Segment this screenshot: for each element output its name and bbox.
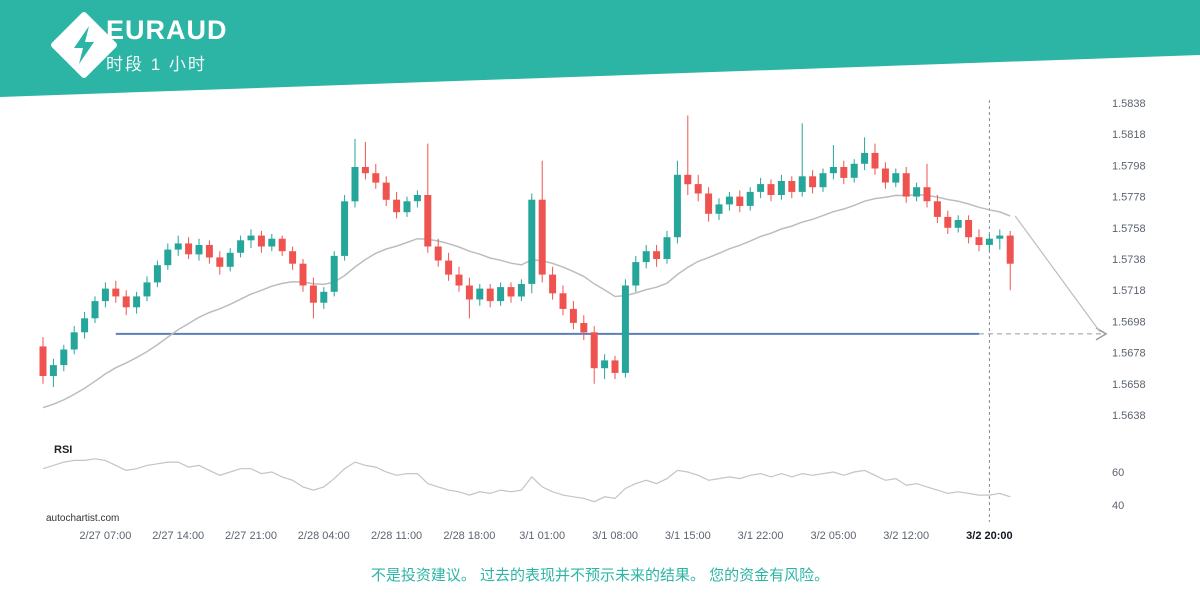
- svg-text:3/1 08:00: 3/1 08:00: [592, 530, 638, 542]
- svg-text:1.5658: 1.5658: [1112, 379, 1146, 391]
- svg-text:1.5838: 1.5838: [1112, 98, 1146, 110]
- svg-text:60: 60: [1112, 467, 1124, 479]
- svg-text:1.5698: 1.5698: [1112, 316, 1146, 328]
- svg-text:1.5718: 1.5718: [1112, 285, 1146, 297]
- svg-text:1.5778: 1.5778: [1112, 192, 1146, 204]
- svg-text:3/2 12:00: 3/2 12:00: [883, 530, 929, 542]
- svg-text:1.5738: 1.5738: [1112, 254, 1146, 266]
- disclaimer-text: 不是投资建议。 过去的表现并不预示未来的结果。 您的资金有风险。: [370, 567, 830, 584]
- logo-bolt-icon: [74, 26, 94, 64]
- svg-text:3/2 05:00: 3/2 05:00: [810, 530, 856, 542]
- forecast-projection-line: [1014, 215, 1101, 333]
- time-axis: 2/27 07:00 2/27 14:00 2/27 21:00 2/28 04:00…: [79, 530, 1012, 542]
- header-text: EURAUD 时段 1 小时: [106, 15, 228, 75]
- svg-text:1.5758: 1.5758: [1112, 223, 1146, 235]
- forecast-arrow-icon: [1095, 327, 1108, 341]
- svg-text:2/28 04:00: 2/28 04:00: [298, 530, 350, 542]
- ma-line: [42, 194, 1011, 409]
- svg-text:3/1 15:00: 3/1 15:00: [665, 530, 711, 542]
- rsi-line: [42, 458, 1011, 503]
- svg-text:3/1 01:00: 3/1 01:00: [519, 530, 565, 542]
- svg-text:1.5818: 1.5818: [1112, 129, 1146, 141]
- price-axis: 1.5838 1.5818 1.5798 1.5778 1.5758 1.5738 1.57…: [1112, 98, 1146, 422]
- svg-text:2/28 11:00: 2/28 11:00: [371, 530, 422, 542]
- candlestick-series: [39, 115, 1014, 387]
- svg-text:2/28 18:00: 2/28 18:00: [443, 530, 495, 542]
- symbol-title: EURAUD: [106, 15, 228, 45]
- svg-text:2/27 14:00: 2/27 14:00: [152, 530, 204, 542]
- svg-text:1.5678: 1.5678: [1112, 348, 1146, 360]
- svg-text:3/1 22:00: 3/1 22:00: [738, 530, 784, 542]
- autochartist-logo-icon: [51, 12, 117, 78]
- svg-text:1.5798: 1.5798: [1112, 160, 1146, 172]
- svg-text:2/27 21:00: 2/27 21:00: [225, 530, 277, 542]
- svg-text:40: 40: [1112, 500, 1124, 512]
- rsi-label: RSI: [54, 444, 73, 456]
- timeframe-subtitle: 时段 1 小时: [106, 54, 207, 74]
- rsi-panel: 60 40: [42, 458, 1124, 512]
- svg-text:2/27 07:00: 2/27 07:00: [79, 530, 131, 542]
- watermark-text: autochartist.com: [46, 513, 120, 524]
- svg-text:1.5638: 1.5638: [1112, 410, 1146, 422]
- svg-text:3/2 20:00: 3/2 20:00: [966, 530, 1012, 542]
